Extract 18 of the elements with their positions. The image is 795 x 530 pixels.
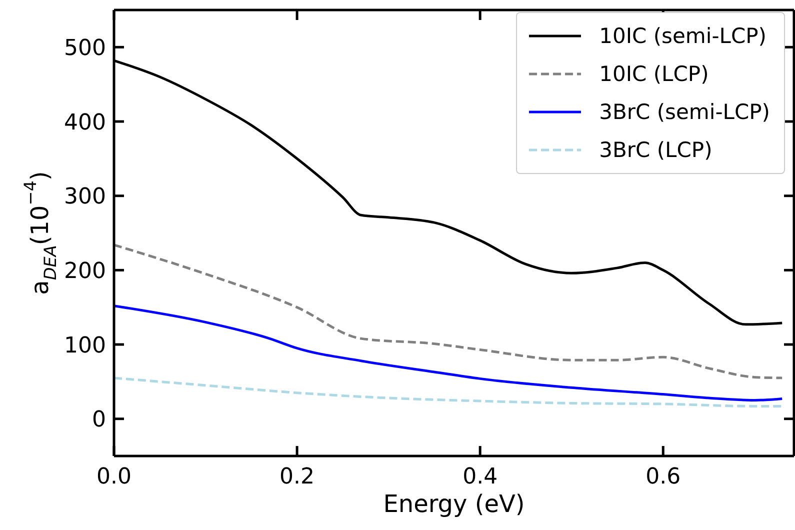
y-tick-label: 500 bbox=[64, 36, 106, 61]
x-tick-label: 0.0 bbox=[96, 464, 132, 490]
legend-label: 3BrC (semi-LCP) bbox=[599, 100, 770, 124]
legend-label: 10IC (semi-LCP) bbox=[599, 24, 767, 48]
y-tick-label: 200 bbox=[64, 258, 106, 284]
y-tick-label: 300 bbox=[64, 184, 106, 210]
y-tick-label: 400 bbox=[64, 110, 106, 136]
x-tick-label: 0.6 bbox=[646, 464, 681, 490]
y-tick-label: 0 bbox=[92, 408, 106, 433]
line-series bbox=[114, 244, 784, 380]
line-series bbox=[114, 304, 784, 402]
x-axis-title: Energy (eV) bbox=[383, 490, 525, 518]
y-tick-label: 100 bbox=[64, 333, 106, 358]
x-tick-label: 0.4 bbox=[462, 464, 498, 490]
line-series bbox=[114, 376, 784, 408]
x-tick-label: 0.2 bbox=[280, 464, 315, 490]
legend-label: 3BrC (LCP) bbox=[599, 138, 712, 162]
legend-label: 10IC (LCP) bbox=[599, 62, 709, 86]
